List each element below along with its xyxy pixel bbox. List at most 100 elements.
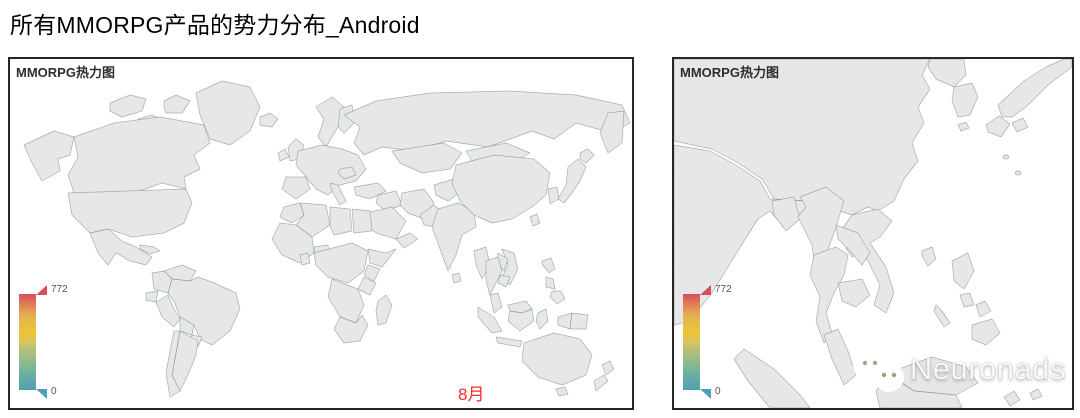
region-new-guinea-east [569, 312, 589, 330]
region-jeju-island [957, 121, 970, 132]
region-philippines-mindanao [971, 318, 1001, 346]
region-alaska [23, 130, 75, 182]
region-ireland [277, 148, 290, 162]
legend-min-marker [700, 389, 711, 399]
month-label: 8月 [458, 385, 485, 404]
region-japan-kyushu [985, 115, 1011, 138]
region-ryukyu-islands [1014, 170, 1022, 176]
region-sulawesi [1029, 388, 1043, 401]
region-kazakhstan [391, 142, 463, 174]
region-canada [67, 116, 211, 194]
watermark: Neuronads [848, 340, 1066, 398]
region-thailand [809, 246, 849, 344]
region-java [495, 336, 523, 348]
panel-header-right: MMORPG热力图 [680, 65, 779, 80]
region-north-korea [927, 59, 967, 88]
region-laos [835, 224, 871, 266]
region-mexico [89, 228, 153, 266]
region-china [674, 59, 931, 216]
legend-max-label: 772 [715, 284, 732, 295]
watermark-text: Neuronads [909, 351, 1066, 386]
legend-min-marker [36, 389, 47, 399]
region-bangladesh [771, 196, 801, 232]
region-philippines-visayas [959, 292, 975, 308]
region-philippines [541, 257, 556, 274]
region-ecuador [145, 290, 159, 303]
color-legend: 772 0 [19, 284, 79, 400]
region-madagascar [375, 294, 393, 326]
region-arctic-islands [163, 94, 191, 114]
region-cuba [139, 244, 161, 255]
region-italy [329, 182, 347, 206]
region-thailand [485, 256, 503, 296]
legend-gradient-bar [19, 294, 36, 390]
region-chile [165, 330, 181, 398]
region-new-guinea-west [557, 312, 573, 330]
region-philippines [549, 290, 566, 305]
region-japan [997, 59, 1072, 118]
region-iberia [281, 176, 311, 200]
region-philippines-visayas [975, 300, 992, 318]
region-ghana [299, 252, 311, 266]
region-australia [521, 332, 593, 386]
region-sumatra [477, 306, 503, 334]
world-map-regions [23, 80, 631, 398]
region-philippines-luzon [951, 252, 975, 290]
region-sumatra [733, 348, 811, 408]
region-russia [343, 90, 631, 156]
region-malaysia [823, 328, 857, 386]
region-ryukyu-islands [1002, 154, 1010, 160]
region-malaysia [489, 292, 503, 314]
asia-map-panel: MMORPG热力图 [672, 57, 1074, 410]
legend-min-label: 0 [715, 386, 721, 397]
region-iceland [259, 112, 279, 128]
region-scandinavia [315, 96, 345, 148]
region-tanzania [357, 276, 377, 296]
region-morocco [279, 202, 305, 224]
region-japan-shikoku [1011, 117, 1029, 133]
region-tasmania [555, 386, 569, 397]
region-taiwan [529, 213, 541, 227]
color-legend: 772 0 [683, 284, 743, 400]
world-map-panel: MMORPG热力图 [8, 57, 634, 410]
region-philippines [545, 276, 556, 290]
page-title: 所有MMORPG产品的势力分布_Android [10, 12, 420, 38]
region-greenland [195, 80, 261, 146]
region-arctic-islands [109, 94, 147, 118]
asia-map-regions [674, 59, 1072, 408]
region-kalimantan [507, 308, 535, 332]
region-new-zealand [593, 374, 609, 392]
region-kenya [363, 264, 381, 282]
region-levant [375, 190, 403, 212]
region-south-korea [951, 82, 979, 118]
region-sri-lanka [451, 272, 462, 284]
region-new-zealand [601, 360, 615, 376]
region-india [431, 202, 477, 272]
region-japan-hokkaido [579, 148, 595, 164]
world-map [23, 80, 631, 398]
region-brazil [167, 276, 241, 346]
region-europe [295, 144, 367, 196]
region-libya [329, 206, 353, 236]
legend-max-marker [700, 285, 711, 295]
region-cambodia [497, 274, 511, 288]
region-south-korea [547, 186, 560, 205]
legend-max-marker [36, 285, 47, 295]
region-sulawesi [1003, 390, 1021, 407]
region-china [451, 154, 551, 224]
region-southern-africa [327, 278, 365, 324]
region-sulawesi [535, 308, 549, 330]
region-ethiopia [367, 248, 397, 268]
region-egypt [351, 208, 373, 234]
neuronads-logo-icon [852, 345, 904, 392]
legend-max-label: 772 [51, 284, 68, 295]
panel-header-left: MMORPG热力图 [16, 65, 115, 80]
region-kamchatka [599, 110, 625, 154]
region-cambodia [837, 278, 871, 308]
legend-gradient-bar [683, 294, 700, 390]
region-yemen-oman [395, 232, 419, 249]
region-usa [67, 188, 193, 238]
legend-min-label: 0 [51, 386, 57, 397]
region-south-africa [333, 314, 369, 344]
region-central-africa [313, 242, 369, 284]
